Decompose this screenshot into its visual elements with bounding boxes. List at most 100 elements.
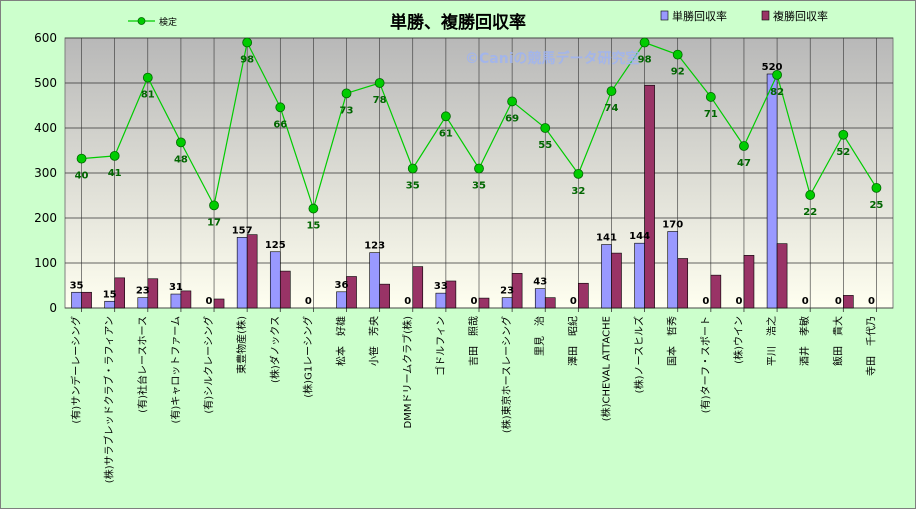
x-tick-label: DMMドリームクラブ(株) (401, 316, 414, 429)
line-point (639, 37, 650, 48)
bar-1-4 (213, 298, 225, 309)
bar-data-label: 157 (232, 225, 253, 236)
line-point (573, 168, 584, 179)
line-point (739, 141, 749, 151)
bar-1-2 (147, 278, 159, 309)
line-data-label: 74 (605, 103, 619, 114)
line-point (838, 129, 849, 140)
line-data-label: 40 (75, 171, 89, 182)
line-data-label: 41 (108, 168, 122, 179)
bar-0-11 (435, 292, 447, 309)
x-tick-label: 松本 好雄 (335, 316, 348, 366)
line-point (772, 70, 782, 80)
legend-line-label: 検定 (159, 16, 177, 28)
bar-0-2 (137, 297, 149, 309)
line-data-label: 61 (439, 128, 453, 139)
legend-bar-swatch (761, 10, 770, 21)
bar-data-label: 33 (434, 281, 448, 292)
line-data-label: 73 (340, 105, 354, 116)
bar-0-16 (601, 244, 612, 309)
line-data-label: 25 (869, 200, 883, 211)
x-tick-label: (有)社台レースホース (136, 316, 149, 413)
bar-data-label: 0 (206, 296, 213, 307)
x-tick-label: (株)CHEVAL ATTACHE (599, 316, 612, 421)
bar-1-21 (776, 243, 788, 309)
bar-data-label: 520 (762, 62, 783, 73)
x-tick-label: 東豊物産(株) (235, 316, 248, 374)
line-point (507, 96, 518, 107)
chart-title: 単勝、複勝回収率 (390, 13, 526, 33)
x-tick-label: (株)東京ホースレーシング (500, 316, 513, 433)
bar-1-19 (710, 274, 722, 309)
bar-0-6 (269, 251, 281, 309)
bar-1-10 (412, 266, 424, 309)
line-data-label: 48 (174, 154, 188, 165)
bar-1-9 (379, 283, 390, 309)
bar-1-1 (114, 277, 125, 309)
line-data-label: 15 (306, 221, 320, 232)
bar-1-18 (677, 258, 689, 309)
line-point (805, 190, 816, 200)
line-data-label: 35 (406, 181, 420, 192)
line-point (440, 111, 451, 122)
bar-1-5 (246, 234, 258, 309)
line-point (142, 72, 153, 83)
line-point (308, 203, 319, 214)
bar-1-17 (644, 84, 655, 309)
line-data-label: 55 (538, 140, 552, 151)
bar-data-label: 0 (404, 296, 411, 307)
bar-1-0 (81, 291, 92, 309)
bar-1-6 (279, 270, 291, 309)
bar-1-8 (346, 276, 357, 309)
line-data-label: 32 (571, 186, 585, 197)
x-tick-label: (有)キャロットファーム (169, 316, 182, 424)
x-tick-label: 寺田 千代乃 (865, 316, 877, 376)
y-tick-label: 0 (49, 301, 57, 315)
bar-0-1 (104, 300, 115, 309)
x-tick-label: ゴドルフィン (434, 316, 447, 376)
line-data-label: 69 (505, 113, 519, 124)
line-point (176, 137, 186, 148)
line-point (76, 153, 87, 164)
bar-data-label: 0 (570, 296, 577, 307)
bar-data-label: 23 (500, 286, 514, 297)
line-point (871, 182, 882, 193)
bar-0-13 (501, 297, 513, 309)
line-data-label: 35 (472, 181, 486, 192)
line-data-label: 22 (803, 207, 817, 218)
bar-data-label: 170 (662, 220, 683, 231)
line-data-label: 82 (770, 87, 784, 98)
x-tick-label: 澤田 昭紀 (566, 316, 579, 366)
line-point (109, 150, 120, 161)
line-point (275, 102, 286, 113)
bar-data-label: 43 (533, 277, 547, 288)
bar-0-9 (369, 252, 380, 309)
line-data-label: 52 (836, 147, 850, 158)
line-data-label: 81 (141, 90, 155, 101)
x-tick-label: 里見 治 (533, 316, 546, 356)
y-tick-label: 600 (34, 31, 57, 45)
line-data-label: 98 (638, 55, 652, 66)
x-tick-label: (有)ターフ・スポート (699, 316, 712, 413)
bar-0-14 (534, 288, 546, 309)
bar-1-16 (611, 252, 622, 309)
x-tick-label: (有)サンデーレーシング (70, 316, 83, 424)
x-tick-label: 平川 浩之 (765, 316, 778, 366)
bar-0-21 (766, 73, 778, 309)
bar-data-label: 0 (835, 296, 842, 307)
bar-1-20 (743, 255, 755, 309)
x-tick-label: (株)ダノックス (268, 316, 281, 383)
bar-data-label: 0 (702, 296, 709, 307)
line-point (606, 86, 617, 96)
bar-0-8 (336, 291, 347, 309)
bar-data-label: 23 (136, 286, 150, 297)
x-tick-label: (有)シルクレーシング (202, 316, 215, 414)
x-tick-label: 飯田 貴大 (831, 316, 844, 366)
x-tick-label: (株)ノースヒルズ (633, 316, 646, 393)
legend-bar-label: 複勝回収率 (773, 9, 828, 23)
bar-0-3 (170, 293, 182, 309)
y-tick-label: 400 (34, 121, 57, 135)
y-tick-label: 300 (34, 166, 57, 180)
line-data-label: 78 (373, 95, 387, 106)
